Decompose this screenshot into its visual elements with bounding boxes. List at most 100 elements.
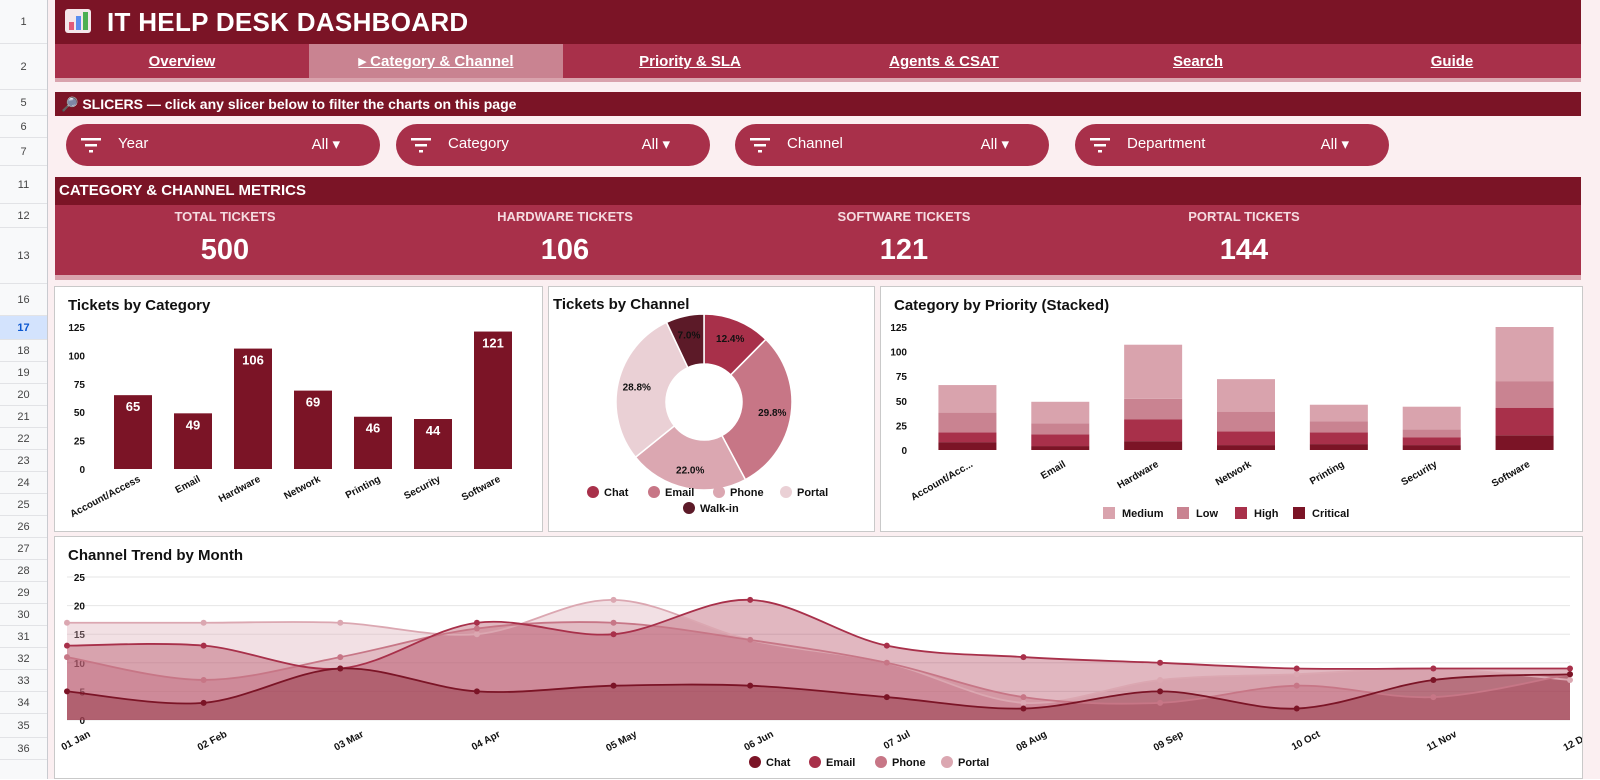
data-point: [1430, 676, 1437, 683]
tab-search[interactable]: Search: [1172, 53, 1224, 70]
pie-slice: [615, 321, 689, 459]
tickets-by-channel-chart: 12.4% 29.8% 22.0% 28.8% 7.0% Chat Email Phone Po…: [587, 313, 828, 515]
row-number[interactable]: 13: [0, 228, 47, 284]
x-tick-label: 07 Jul: [882, 729, 912, 752]
chart-panel-category[interactable]: Tickets by Category 0 25 50 75 100 125 65 Accou…: [54, 286, 543, 532]
row-number[interactable]: 26: [0, 516, 47, 538]
y-tick-label: 0: [79, 716, 85, 727]
stacked-bar-segment: [938, 442, 997, 450]
y-tick-label: 125: [68, 323, 85, 334]
row-number[interactable]: 35: [0, 714, 47, 738]
row-number[interactable]: 1: [0, 0, 47, 44]
bar: [354, 416, 392, 469]
stacked-bar-segment: [1124, 419, 1183, 442]
data-point: [1157, 659, 1164, 666]
row-number[interactable]: 12: [0, 204, 47, 228]
slicer-channel[interactable]: Channel All ▾: [735, 124, 1049, 166]
row-number[interactable]: 29: [0, 582, 47, 604]
bar-chart-icon: [65, 9, 91, 33]
row-number[interactable]: 16: [0, 284, 47, 316]
metrics-title: CATEGORY & CHANNEL METRICS: [59, 182, 306, 199]
area-fill: [67, 668, 1570, 720]
data-point: [473, 631, 480, 638]
tab-agents-csat[interactable]: Agents & CSAT: [889, 53, 999, 70]
row-number[interactable]: 11: [0, 166, 47, 204]
chart-panel-channel[interactable]: Tickets by Channel 12.4% 29.8% 22.0% 28.8% 7…: [548, 286, 875, 532]
row-number[interactable]: 6: [0, 116, 47, 138]
slicer-value: All ▾: [1320, 136, 1349, 153]
stacked-bar-segment: [1309, 432, 1368, 445]
kpi-value: 144: [1219, 234, 1269, 266]
x-tick-label: 03 Mar: [333, 729, 366, 754]
row-number[interactable]: 33: [0, 670, 47, 692]
x-tick-label: Network: [1214, 459, 1254, 488]
data-point: [1430, 694, 1437, 701]
bar-data-label: 121: [482, 336, 504, 351]
row-number[interactable]: 27: [0, 538, 47, 560]
row-number[interactable]: 32: [0, 648, 47, 670]
row-number[interactable]: 34: [0, 692, 47, 714]
y-tick-label: 50: [896, 397, 908, 408]
y-tick-label: 25: [74, 573, 86, 584]
data-point: [1567, 665, 1573, 672]
data-point: [473, 619, 480, 626]
stacked-bar-segment: [938, 412, 997, 433]
tab-overview[interactable]: Overview: [148, 53, 216, 70]
tab-category-channel[interactable]: ▸ Category & Channel: [309, 44, 563, 78]
data-point: [200, 699, 207, 706]
row-number[interactable]: 20: [0, 384, 47, 406]
x-tick-label: Software: [460, 474, 503, 504]
x-tick-label: Software: [1490, 459, 1532, 490]
chart-title: Category by Priority (Stacked): [894, 297, 1110, 314]
row-number[interactable]: 5: [0, 90, 47, 116]
row-number[interactable]: 23: [0, 450, 47, 472]
slicer-department[interactable]: Department All ▾: [1075, 124, 1389, 166]
y-tick-label: 75: [74, 380, 86, 391]
kpi-label: SOFTWARE TICKETS: [837, 209, 971, 224]
stacked-bar-segment: [938, 385, 997, 413]
pie-slice: [634, 424, 747, 491]
x-tick-label: Security: [1400, 459, 1440, 488]
row-number[interactable]: 25: [0, 494, 47, 516]
legend-label: Chat: [604, 487, 629, 499]
bar: [294, 390, 332, 469]
data-point: [1157, 688, 1164, 695]
bar-data-label: 44: [426, 423, 441, 438]
slicer-value: All ▾: [980, 136, 1009, 153]
stacked-bar-segment: [1031, 423, 1090, 435]
tab-priority-sla[interactable]: Priority & SLA: [639, 53, 741, 70]
bar-data-label: 65: [126, 399, 140, 414]
data-point: [1293, 665, 1300, 672]
row-number[interactable]: 18: [0, 340, 47, 362]
slicer-year[interactable]: Year All ▾: [66, 124, 380, 166]
chart-title: Tickets by Channel: [553, 296, 690, 313]
row-number[interactable]: 22: [0, 428, 47, 450]
row-number[interactable]: 36: [0, 738, 47, 760]
tab-guide[interactable]: Guide: [1430, 53, 1474, 70]
row-number[interactable]: 31: [0, 626, 47, 648]
page-title: IT HELP DESK DASHBOARD: [107, 7, 469, 37]
data-point: [1567, 671, 1573, 678]
kpi-value: 106: [540, 234, 590, 266]
stacked-bar-segment: [1124, 398, 1183, 420]
slice-label: 12.4%: [716, 334, 744, 345]
row-number[interactable]: 28: [0, 560, 47, 582]
chart-panel-priority[interactable]: Category by Priority (Stacked) 0 25 50 75 10…: [880, 286, 1583, 532]
slicer-value: All ▾: [641, 136, 670, 153]
slicers-banner: 🔎 SLICERS — click any slicer below to fi…: [55, 92, 1581, 116]
area-fill: [67, 599, 1570, 720]
slicer-category[interactable]: Category All ▾: [396, 124, 710, 166]
series-line: [66, 667, 1571, 710]
series-line: [66, 598, 1571, 704]
row-number[interactable]: 19: [0, 362, 47, 384]
row-number[interactable]: 30: [0, 604, 47, 626]
row-number[interactable]: 17: [0, 316, 47, 340]
data-point: [64, 688, 70, 695]
row-number[interactable]: 21: [0, 406, 47, 428]
row-number[interactable]: 24: [0, 472, 47, 494]
slicer-label: Channel: [787, 135, 843, 152]
row-number[interactable]: 7: [0, 138, 47, 166]
x-tick-label: 04 Apr: [470, 729, 502, 753]
chart-panel-trend[interactable]: Channel Trend by Month 0 5 10 15 20 25 01 Jan 0…: [54, 536, 1583, 779]
row-number[interactable]: 2: [0, 44, 47, 90]
